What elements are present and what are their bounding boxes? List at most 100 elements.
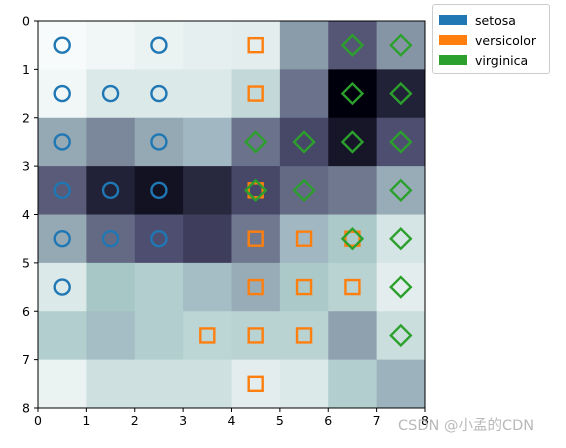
x-tick-label: 0	[34, 413, 42, 428]
heatmap-cell	[183, 166, 232, 215]
marker-setosa	[150, 36, 168, 54]
y-tick-label: 6	[22, 304, 30, 319]
marker-setosa	[101, 181, 120, 200]
x-tick-label: 6	[324, 413, 332, 428]
marker-versicolor	[295, 327, 313, 344]
heatmap-cell	[279, 359, 329, 409]
x-tick-label: 7	[373, 413, 381, 428]
y-tick-label: 3	[22, 159, 30, 174]
heatmap-cell	[231, 359, 281, 409]
heatmap-cell	[183, 21, 232, 70]
heatmap-cell	[86, 214, 136, 264]
marker-setosa	[53, 278, 71, 296]
heatmap-cell	[279, 21, 329, 70]
heatmap-cell	[328, 21, 378, 70]
marker-virginica	[389, 130, 413, 154]
heatmap-cell	[134, 311, 184, 361]
marker-setosa	[53, 84, 71, 103]
heatmap-cell	[183, 262, 232, 312]
heatmap-cell	[86, 166, 136, 215]
marker-virginica	[243, 130, 268, 154]
heatmap-cell	[183, 117, 232, 167]
heatmap-cell	[38, 69, 87, 119]
legend-item-versicolor: versicolor	[439, 31, 536, 49]
heatmap-cell	[38, 21, 87, 70]
marker-virginica	[340, 226, 365, 251]
markers	[53, 33, 413, 393]
y-tick-label: 5	[22, 255, 30, 270]
heatmap-cell	[134, 166, 184, 215]
marker-versicolor	[247, 278, 264, 296]
heatmap-cell	[231, 117, 281, 167]
heatmap-cell	[376, 359, 426, 409]
heatmap-cell	[231, 262, 281, 312]
marker-virginica	[340, 130, 365, 154]
heatmap-cell	[86, 262, 136, 312]
heatmap-cell	[134, 214, 184, 264]
marker-versicolor	[247, 375, 264, 393]
legend-item-virginica: virginica	[439, 51, 528, 69]
heatmap-cell	[376, 311, 426, 361]
heatmap-cell	[328, 69, 378, 119]
y-tick-label: 8	[22, 401, 30, 416]
marker-setosa	[101, 84, 120, 103]
heatmap-cell	[279, 262, 329, 312]
heatmap-cell	[86, 21, 136, 70]
heatmap-cell	[86, 359, 136, 409]
marker-setosa	[53, 36, 71, 54]
marker-versicolor	[295, 278, 313, 296]
heatmap-cell	[376, 69, 426, 119]
heatmap-cell	[38, 117, 87, 167]
heatmap-cell	[38, 311, 87, 361]
marker-versicolor	[344, 278, 361, 296]
heatmap-cell	[38, 262, 87, 312]
heatmap-cell	[328, 166, 378, 215]
heatmap-cell	[376, 166, 426, 215]
marker-virginica	[340, 81, 365, 106]
heatmap-cell	[328, 262, 378, 312]
y-tick-label: 1	[22, 62, 30, 77]
heatmap-cell	[328, 359, 378, 409]
heatmap-cell	[231, 69, 281, 119]
heatmap-cell	[134, 117, 184, 167]
legend-label-setosa: setosa	[475, 12, 516, 28]
legend-swatch-virginica	[439, 55, 467, 65]
heatmap-cell	[231, 214, 281, 264]
legend-swatch-setosa	[439, 15, 467, 25]
heatmap-cell	[183, 214, 232, 264]
heatmap-cell	[183, 359, 232, 409]
heatmap-cell	[134, 21, 184, 70]
marker-setosa	[53, 181, 71, 200]
heatmap-cell	[279, 311, 329, 361]
marker-setosa	[150, 229, 168, 248]
heatmap-cell	[38, 359, 87, 409]
heatmap-cell	[328, 311, 378, 361]
marker-setosa	[150, 181, 168, 200]
marker-versicolor	[295, 230, 313, 247]
watermark: CSDN @小孟的CDN	[398, 418, 535, 434]
marker-versicolor	[247, 85, 264, 102]
heatmap-cell	[86, 311, 136, 361]
heatmap-cell	[86, 69, 136, 119]
heatmap-cell	[231, 166, 281, 215]
x-tick-label: 1	[82, 413, 90, 428]
heatmap-cell	[376, 117, 426, 167]
marker-setosa	[101, 229, 120, 248]
marker-setosa	[150, 84, 168, 103]
heatmap-cell	[183, 311, 232, 361]
heatmap-cell	[86, 117, 136, 167]
x-tick-label: 2	[131, 413, 139, 428]
marker-setosa	[150, 133, 168, 151]
marker-virginica	[292, 130, 316, 154]
marker-setosa	[53, 133, 71, 151]
heatmap-cell	[231, 311, 281, 361]
marker-virginica	[340, 33, 365, 57]
heatmap-cell	[279, 214, 329, 264]
heatmap-cell	[134, 69, 184, 119]
heatmap-cell	[231, 21, 281, 70]
heatmap-cell	[279, 117, 329, 167]
legend: setosa versicolor virginica	[432, 4, 550, 74]
x-tick-label: 3	[179, 413, 187, 428]
